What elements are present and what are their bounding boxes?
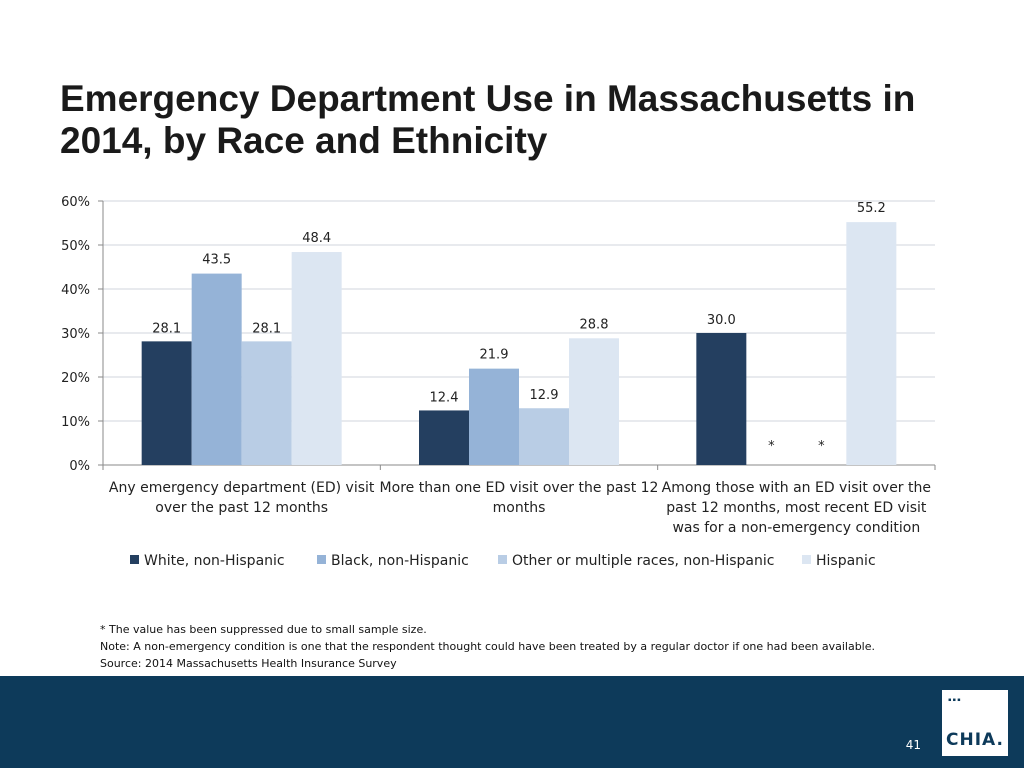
y-tick-label: 10%: [61, 415, 90, 430]
definition-note: Note: A non-emergency condition is one t…: [100, 640, 875, 653]
data-label: 28.1: [252, 321, 281, 336]
legend-item: White, non-Hispanic: [130, 553, 285, 569]
page-number: 41: [905, 738, 921, 752]
bar: [419, 410, 469, 465]
chart-legend: White, non-Hispanic Black, non-Hispanic Ot…: [130, 553, 990, 573]
y-tick-label: 20%: [61, 371, 90, 386]
legend-item: Hispanic: [802, 553, 876, 569]
bar: [241, 341, 292, 465]
bar: [291, 252, 342, 465]
bar: [469, 368, 519, 465]
data-label: 21.9: [480, 348, 509, 363]
legend-label: Other or multiple races, non-Hispanic: [512, 553, 775, 569]
category-label: Among those with an ED visit over the: [662, 480, 931, 496]
y-tick-label: 40%: [61, 283, 90, 298]
category-label: More than one ED visit over the past 12: [380, 480, 659, 496]
bar: [569, 338, 619, 465]
chia-logo: ▪▪▪ CHIA.: [942, 690, 1008, 756]
category-label: was for a non-emergency condition: [672, 520, 920, 536]
bar: [519, 408, 569, 465]
data-label: 12.9: [530, 388, 559, 403]
data-label: 28.8: [580, 317, 609, 332]
logo-dots: ▪▪▪: [948, 695, 962, 706]
footnotes: * The value has been suppressed due to s…: [100, 621, 960, 672]
legend-label: White, non-Hispanic: [144, 553, 285, 569]
footer-bar: ▪▪▪ CHIA. 41: [0, 676, 1024, 768]
logo-text: CHIA.: [946, 730, 1004, 750]
data-label: 43.5: [202, 253, 231, 268]
bar: [191, 273, 242, 465]
bar: [846, 222, 897, 465]
slide-title: Emergency Department Use in Massachusett…: [60, 78, 960, 162]
data-label: 55.2: [857, 201, 886, 216]
legend-item: Black, non-Hispanic: [317, 553, 469, 569]
legend-swatch: [498, 555, 507, 564]
data-label: 48.4: [302, 231, 331, 246]
legend-label: Hispanic: [816, 553, 876, 569]
suppression-note: * The value has been suppressed due to s…: [100, 623, 427, 636]
category-label: past 12 months, most recent ED visit: [666, 500, 927, 516]
data-label: 30.0: [707, 313, 736, 328]
data-label: *: [768, 439, 775, 454]
y-tick-label: 30%: [61, 327, 90, 342]
bar-chart: 0% 10% 20% 30% 40% 50% 60% 28.1 43.5 28.1 48.4 Any …: [61, 195, 936, 536]
data-label: 28.1: [152, 321, 181, 336]
slide-title-line-2: 2014, by Race and Ethnicity: [60, 120, 548, 161]
legend-item: Other or multiple races, non-Hispanic: [498, 553, 774, 569]
y-tick-label: 60%: [61, 195, 90, 210]
legend-swatch: [317, 555, 326, 564]
source-note: Source: 2014 Massachusetts Health Insura…: [100, 657, 397, 670]
data-label: *: [818, 439, 825, 454]
y-tick-label: 50%: [61, 239, 90, 254]
slide-title-line-1: Emergency Department Use in Massachusett…: [60, 78, 916, 119]
legend-label: Black, non-Hispanic: [331, 553, 469, 569]
category-label: months: [493, 500, 546, 516]
data-label: 12.4: [430, 390, 459, 405]
bar: [141, 341, 192, 465]
bar: [696, 333, 747, 465]
y-tick-label: 0%: [69, 459, 90, 474]
legend-swatch: [802, 555, 811, 564]
category-label: Any emergency department (ED) visit: [109, 480, 375, 496]
category-label: over the past 12 months: [155, 500, 328, 516]
legend-swatch: [130, 555, 139, 564]
